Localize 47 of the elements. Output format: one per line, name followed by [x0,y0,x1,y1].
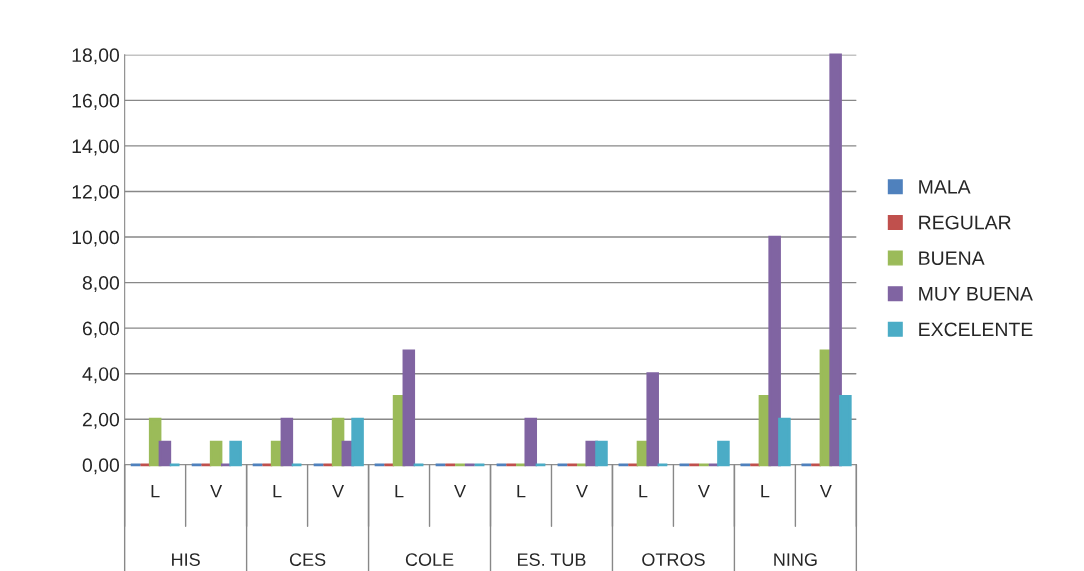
y-tick-label: 2,00 [82,412,120,429]
y-tick-label: 0,00 [82,458,120,475]
x-tick-label: V [697,484,710,498]
bar [280,417,294,467]
text: ES. TUB [518,553,586,566]
bar [402,349,416,467]
y-tick-label: 8,00 [82,276,120,293]
x-tick-label: L [151,484,160,498]
bar [839,395,852,467]
text: COLE [405,553,454,566]
bar [229,440,242,467]
bar [595,440,608,467]
bar [158,440,172,467]
x-tick-label: V [819,484,832,498]
bar [717,440,730,467]
x-tick-label: V [210,484,223,498]
x-tick-label: V [576,484,588,498]
bar [768,235,781,467]
bar [209,440,223,467]
x-tick-label: V [332,484,345,498]
x-tick-label: L [517,484,526,498]
x-tick-label: L [639,484,648,498]
y-tick-label: 16,00 [72,93,120,110]
y-tick-label: 6,00 [82,321,120,338]
y-tick-label: 18,00 [72,48,120,65]
bar [524,417,538,467]
legend-label: EXCELENTE [919,322,1033,337]
x-tick-label: L [273,484,282,498]
bar [829,53,842,467]
x-tick-label: V [454,484,466,498]
x-tick-label: L [395,484,404,498]
legend-label: BUENA [919,251,985,266]
legend-label: MUY BUENA [919,287,1033,301]
bar [778,417,791,467]
text: OTROS [642,553,705,566]
text: HIS [172,553,200,566]
text: NING [774,553,817,566]
y-tick-label: 14,00 [72,139,120,156]
y-tick-label: 12,00 [72,184,120,202]
y-tick-label: 4,00 [82,367,120,384]
legend-label: MALA [919,180,971,194]
legend-label: REGULAR [919,215,1011,230]
y-tick-label: 10,00 [72,230,120,247]
x-tick-label: L [761,484,770,498]
bar [351,417,364,467]
text: CES [289,553,326,566]
bar [646,372,659,467]
